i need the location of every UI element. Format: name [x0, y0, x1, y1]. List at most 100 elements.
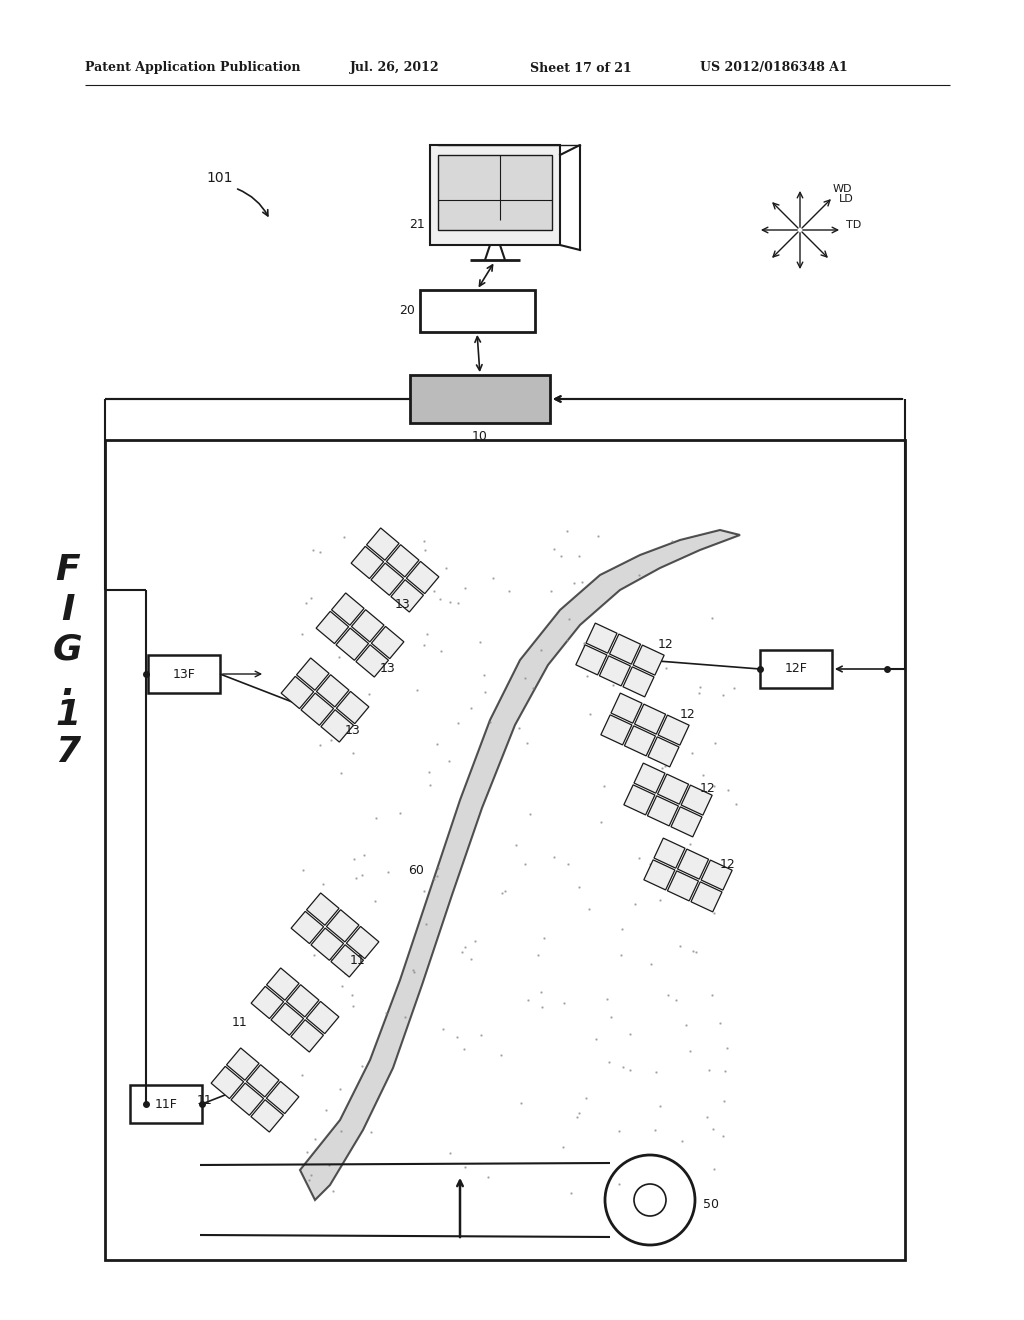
Polygon shape: [282, 676, 313, 709]
Polygon shape: [625, 726, 655, 756]
Polygon shape: [599, 656, 631, 686]
Text: 12: 12: [720, 858, 736, 871]
Text: 7: 7: [55, 735, 81, 770]
Text: 12: 12: [680, 709, 695, 722]
Text: I: I: [61, 593, 75, 627]
Text: Patent Application Publication: Patent Application Publication: [85, 62, 300, 74]
Polygon shape: [287, 985, 319, 1016]
Polygon shape: [611, 693, 642, 723]
Polygon shape: [351, 546, 384, 578]
Polygon shape: [681, 785, 712, 816]
Text: F: F: [55, 553, 80, 587]
Polygon shape: [316, 611, 348, 644]
Polygon shape: [367, 528, 399, 560]
Text: LD: LD: [839, 194, 854, 203]
Text: 21: 21: [410, 219, 425, 231]
Polygon shape: [351, 610, 384, 642]
Text: 11: 11: [350, 953, 366, 966]
Polygon shape: [231, 1082, 263, 1115]
Polygon shape: [624, 785, 655, 814]
Polygon shape: [634, 763, 665, 793]
Polygon shape: [644, 859, 675, 890]
Text: US 2012/0186348 A1: US 2012/0186348 A1: [700, 62, 848, 74]
Bar: [148, 655, 220, 693]
Polygon shape: [658, 715, 689, 746]
Polygon shape: [336, 628, 369, 660]
Polygon shape: [647, 796, 679, 826]
Text: .: .: [61, 668, 75, 702]
Polygon shape: [386, 545, 419, 577]
Polygon shape: [635, 704, 666, 734]
Polygon shape: [266, 1081, 299, 1114]
Text: 11F: 11F: [155, 1097, 177, 1110]
Text: WD: WD: [833, 185, 853, 194]
Polygon shape: [311, 928, 343, 961]
Text: 1: 1: [55, 698, 81, 733]
Bar: [105, 440, 905, 1261]
Polygon shape: [654, 838, 685, 869]
Polygon shape: [356, 644, 388, 677]
Text: 13: 13: [395, 598, 411, 611]
Text: 13F: 13F: [173, 668, 196, 681]
Text: Jul. 26, 2012: Jul. 26, 2012: [350, 62, 439, 74]
Polygon shape: [226, 1048, 259, 1080]
Polygon shape: [668, 871, 698, 902]
Polygon shape: [332, 593, 365, 626]
Polygon shape: [291, 911, 324, 944]
Polygon shape: [691, 882, 722, 912]
Polygon shape: [575, 645, 607, 675]
Polygon shape: [327, 909, 359, 942]
Polygon shape: [601, 715, 632, 744]
Text: 11: 11: [232, 1015, 248, 1028]
Polygon shape: [657, 774, 688, 804]
Text: 10: 10: [472, 430, 488, 444]
Bar: [430, 145, 560, 246]
Polygon shape: [297, 657, 329, 690]
Text: 12: 12: [700, 781, 716, 795]
Text: 20: 20: [399, 305, 415, 318]
Text: TD: TD: [847, 220, 862, 230]
Polygon shape: [371, 564, 403, 595]
Text: 101: 101: [207, 172, 233, 185]
Polygon shape: [211, 1067, 244, 1098]
Polygon shape: [316, 675, 349, 708]
Polygon shape: [633, 645, 665, 675]
Polygon shape: [372, 627, 403, 659]
Polygon shape: [306, 1002, 339, 1034]
Polygon shape: [331, 945, 364, 977]
Text: 13: 13: [380, 661, 395, 675]
Polygon shape: [300, 531, 740, 1200]
Bar: [420, 290, 535, 333]
Text: 12: 12: [658, 639, 674, 652]
Bar: [438, 154, 552, 230]
Text: 50: 50: [703, 1199, 719, 1212]
Polygon shape: [266, 968, 299, 1001]
Polygon shape: [407, 561, 439, 594]
Text: 13: 13: [345, 723, 360, 737]
Text: 60: 60: [408, 863, 424, 876]
Bar: [410, 375, 550, 422]
Polygon shape: [671, 807, 702, 837]
Bar: [760, 649, 831, 688]
Polygon shape: [623, 667, 654, 697]
Polygon shape: [306, 892, 339, 925]
Polygon shape: [701, 861, 732, 890]
Polygon shape: [609, 634, 641, 664]
Polygon shape: [336, 692, 369, 723]
Text: Sheet 17 of 21: Sheet 17 of 21: [530, 62, 632, 74]
Bar: [130, 1085, 202, 1123]
Polygon shape: [678, 849, 709, 879]
Polygon shape: [346, 927, 379, 958]
Polygon shape: [321, 710, 353, 742]
Text: 11: 11: [198, 1093, 213, 1106]
Polygon shape: [251, 986, 284, 1019]
Polygon shape: [586, 623, 617, 653]
Polygon shape: [291, 1020, 324, 1052]
Polygon shape: [247, 1065, 279, 1097]
Text: 12F: 12F: [784, 663, 808, 676]
Polygon shape: [648, 737, 679, 767]
Polygon shape: [391, 579, 424, 612]
Polygon shape: [301, 693, 334, 725]
Polygon shape: [271, 1003, 303, 1035]
Text: G: G: [53, 634, 83, 667]
